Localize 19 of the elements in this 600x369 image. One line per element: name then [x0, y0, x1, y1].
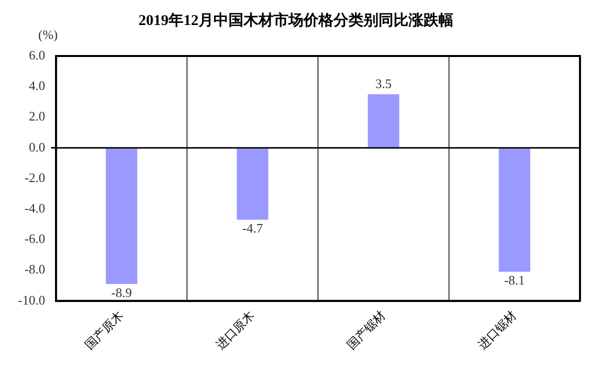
y-tick-label: 4.0: [28, 78, 46, 94]
y-tick-label: -2.0: [24, 170, 46, 185]
y-tick-label: -6.0: [24, 231, 46, 246]
y-tick-label: 2.0: [28, 108, 46, 124]
y-axis-title: (%): [38, 26, 58, 42]
x-tick-label: 进口原木: [213, 308, 257, 352]
y-tick-label: 6.0: [28, 47, 46, 62]
y-tick-label: 0.0: [28, 139, 46, 154]
data-label: -8.9: [111, 284, 132, 300]
x-tick-label: 进口锯材: [475, 308, 519, 352]
chart-title: 2019年12月中国木材市场价格分类别同比涨跌幅: [138, 10, 454, 29]
data-label: 3.5: [375, 76, 392, 92]
x-tick-label: 国产原木: [82, 308, 126, 352]
x-tick-label: 国产锯材: [344, 308, 388, 352]
y-tick-label: -10.0: [18, 292, 46, 308]
data-label: -8.1: [504, 272, 525, 288]
data-label: -4.7: [242, 220, 264, 236]
y-tick-label: -8.0: [24, 262, 46, 277]
y-tick-label: -4.0: [24, 200, 46, 216]
